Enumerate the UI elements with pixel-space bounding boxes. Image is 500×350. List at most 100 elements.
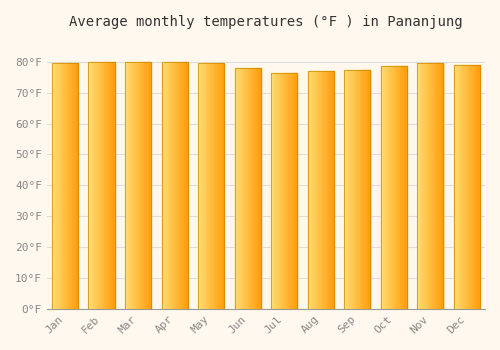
Bar xyxy=(466,65,467,309)
Bar xyxy=(385,66,386,309)
Bar xyxy=(187,62,188,309)
Bar xyxy=(423,63,424,309)
Bar xyxy=(440,63,442,309)
Bar xyxy=(130,62,131,309)
Bar xyxy=(293,72,294,309)
Bar xyxy=(439,63,440,309)
Bar xyxy=(170,62,171,309)
Bar xyxy=(278,72,279,309)
Bar xyxy=(251,68,252,309)
Bar xyxy=(424,63,425,309)
Bar xyxy=(317,71,318,309)
Bar xyxy=(98,62,99,309)
Bar xyxy=(101,62,102,309)
Bar xyxy=(344,70,370,309)
Bar xyxy=(221,63,222,309)
Bar xyxy=(56,63,58,309)
Bar xyxy=(434,63,436,309)
Bar xyxy=(178,62,179,309)
Bar xyxy=(274,72,276,309)
Bar xyxy=(314,71,316,309)
Bar xyxy=(476,65,478,309)
Bar xyxy=(418,63,419,309)
Bar xyxy=(454,65,456,309)
Bar xyxy=(308,71,334,309)
Bar xyxy=(75,63,76,309)
Bar xyxy=(285,72,286,309)
Bar xyxy=(168,62,170,309)
Bar xyxy=(176,62,178,309)
Bar xyxy=(422,63,424,309)
Bar xyxy=(60,63,62,309)
Bar xyxy=(312,71,313,309)
Bar xyxy=(222,63,224,309)
Bar xyxy=(114,62,115,309)
Bar xyxy=(462,65,464,309)
Bar xyxy=(60,63,61,309)
Bar xyxy=(106,62,107,309)
Bar xyxy=(466,65,468,309)
Bar xyxy=(57,63,58,309)
Bar xyxy=(292,72,293,309)
Bar xyxy=(286,72,287,309)
Bar xyxy=(356,70,357,309)
Bar xyxy=(52,63,53,309)
Bar xyxy=(66,63,67,309)
Bar xyxy=(472,65,473,309)
Bar xyxy=(350,70,351,309)
Bar xyxy=(360,70,362,309)
Bar xyxy=(181,62,182,309)
Bar xyxy=(239,68,240,309)
Bar xyxy=(463,65,464,309)
Bar xyxy=(420,63,422,309)
Bar xyxy=(125,62,126,309)
Bar xyxy=(276,72,277,309)
Bar xyxy=(238,68,239,309)
Bar xyxy=(64,63,65,309)
Bar xyxy=(100,62,101,309)
Bar xyxy=(402,66,404,309)
Bar xyxy=(365,70,366,309)
Bar xyxy=(368,70,370,309)
Bar xyxy=(59,63,60,309)
Bar xyxy=(431,63,432,309)
Bar xyxy=(107,62,108,309)
Bar xyxy=(110,62,112,309)
Bar xyxy=(91,62,92,309)
Bar xyxy=(204,63,205,309)
Bar xyxy=(348,70,350,309)
Bar xyxy=(207,63,208,309)
Bar xyxy=(94,62,96,309)
Bar xyxy=(93,62,94,309)
Bar xyxy=(294,72,296,309)
Bar xyxy=(105,62,106,309)
Bar xyxy=(166,62,167,309)
Bar xyxy=(52,63,78,309)
Bar xyxy=(67,63,68,309)
Bar xyxy=(237,68,238,309)
Bar xyxy=(74,63,75,309)
Bar xyxy=(457,65,458,309)
Bar xyxy=(345,70,346,309)
Bar xyxy=(216,63,218,309)
Bar xyxy=(199,63,200,309)
Bar xyxy=(430,63,431,309)
Bar xyxy=(436,63,438,309)
Bar xyxy=(213,63,214,309)
Bar xyxy=(426,63,428,309)
Bar xyxy=(386,66,388,309)
Bar xyxy=(198,63,199,309)
Bar xyxy=(473,65,474,309)
Bar xyxy=(425,63,426,309)
Bar xyxy=(220,63,221,309)
Bar xyxy=(474,65,476,309)
Bar xyxy=(346,70,348,309)
Bar xyxy=(390,66,391,309)
Bar xyxy=(142,62,144,309)
Bar xyxy=(440,63,441,309)
Bar xyxy=(433,63,434,309)
Title: Average monthly temperatures (°F ) in Pananjung: Average monthly temperatures (°F ) in Pa… xyxy=(69,15,462,29)
Bar xyxy=(391,66,392,309)
Bar xyxy=(186,62,187,309)
Bar xyxy=(393,66,394,309)
